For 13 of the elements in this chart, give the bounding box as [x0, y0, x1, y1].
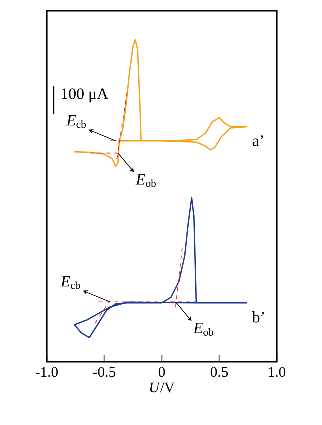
annotation: E$_{ob}$: [193, 323, 214, 336]
series-label: b’: [252, 312, 264, 323]
annotation: E$_{cb}$: [66, 115, 86, 128]
annotation: 100 μA: [62, 88, 108, 103]
x-axis-title: U/V: [150, 382, 175, 393]
annotation: E$_{ob}$: [136, 174, 156, 188]
x-tick-label: 1.0: [269, 367, 286, 378]
series-label: a’: [252, 136, 264, 146]
x-tick-label: 0: [158, 367, 166, 378]
x-tick-label: -1.0: [36, 367, 58, 378]
annotation: E$_{cb}$: [60, 276, 80, 290]
x-tick-label: 0.5: [210, 367, 228, 378]
x-tick-label: -0.5: [93, 367, 116, 378]
